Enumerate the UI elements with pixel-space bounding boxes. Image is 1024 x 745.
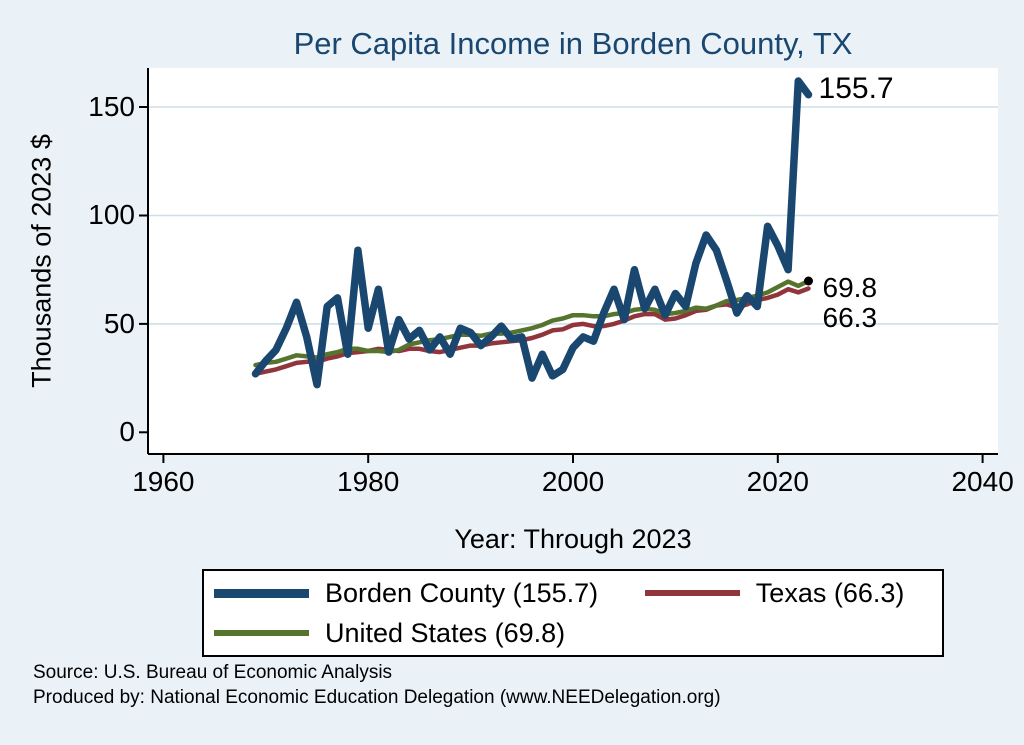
series-end-label-155.7: 155.7 [818,71,894,105]
borden-county-line-swatch [214,588,309,598]
series-end-label-69.8: 69.8 [822,271,878,303]
x-tick-label-1960: 1960 [132,466,195,497]
plot-area [139,68,998,463]
legend-item-borden-county: Borden County (155.7) [214,578,645,609]
y-axis-label: Thousands of 2023 $ [26,134,57,388]
source-note: Source: U.S. Bureau of Economic Analysis [33,662,393,683]
united-states-line-swatch [214,630,309,636]
x-tick-label-2020: 2020 [746,466,809,497]
series-end-dot [804,276,813,286]
legend-label-texas: Texas (66.3) [755,577,905,608]
legend-label-united-states: United States (69.8) [325,617,566,648]
legend-label-borden-county: Borden County (155.7) [325,577,599,608]
y-tick-label-0: 0 [119,416,135,448]
y-tick-label-150: 150 [88,91,135,123]
series-line-borden-county [251,77,813,389]
plot-background [148,68,998,454]
x-tick-label-2000: 2000 [541,466,605,497]
x-tick-label-2040: 2040 [951,466,1014,497]
y-tick-label-50: 50 [103,307,135,339]
x-axis-label: Year: Through 2023 [454,524,692,554]
chart-title: Per Capita Income in Borden County, TX [293,26,853,61]
legend-item-united-states: United States (69.8) [214,618,645,649]
y-tick-label-100: 100 [88,199,135,231]
series-end-label-66.3: 66.3 [822,301,878,333]
legend-item-texas: Texas (66.3) [644,577,932,609]
legend: Borden County (155.7) Texas (66.3) Unite… [202,569,944,657]
produced-by-note: Produced by: National Economic Education… [33,687,721,708]
texas-line-swatch [644,590,740,596]
x-tick-label-1980: 1980 [337,466,400,497]
